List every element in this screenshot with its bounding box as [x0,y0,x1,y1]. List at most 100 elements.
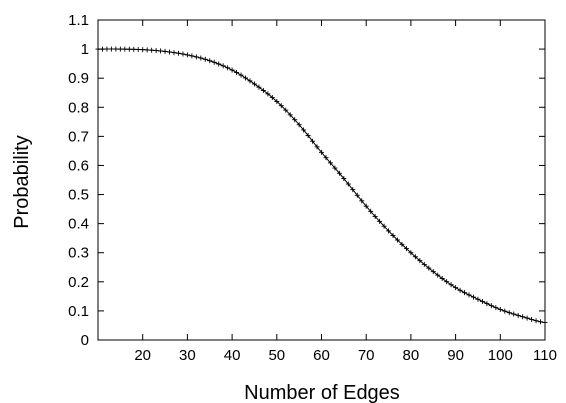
data-point [533,318,539,324]
data-point [220,63,226,69]
data-point [327,160,333,166]
x-axis-ticks: 20 30 40 50 60 70 80 90 100 110 [134,20,557,364]
data-point [390,233,396,239]
data-point [368,208,374,214]
y-tick-label: 0 [81,332,89,349]
data-point [256,84,262,90]
data-point [453,285,459,291]
x-tick-label: 20 [134,347,151,364]
data-point [457,287,463,293]
data-point [444,279,450,285]
data-point [274,98,280,104]
data-point [345,181,351,187]
data-point [184,52,190,58]
y-tick-label: 1 [81,41,89,58]
data-point [122,46,128,52]
y-axis-ticks: 0 0.1 0.2 0.3 0.4 0.5 0.6 0.7 0.8 0.9 1 1.1 [68,12,545,349]
data-point [417,258,423,264]
data-point [287,112,293,118]
data-point [493,305,499,311]
data-point [323,155,329,161]
data-point [399,241,405,247]
data-point [243,75,249,81]
data-point [113,46,119,52]
data-point [108,46,114,52]
data-point [283,107,289,113]
x-tick-label: 70 [358,347,375,364]
data-point [162,48,168,54]
data-point [332,165,338,171]
data-point [502,308,508,314]
data-point [305,133,311,139]
data-point [167,49,173,55]
data-point [153,48,159,54]
x-tick-label: 50 [268,347,285,364]
plot-border [97,19,546,341]
x-tick-label: 80 [403,347,420,364]
data-point [149,47,155,53]
data-point [359,198,365,204]
x-tick-label: 90 [447,347,464,364]
x-tick-label: 40 [224,347,241,364]
y-axis-title: Probability [11,135,33,228]
data-point [144,47,150,53]
series-points [95,46,548,326]
data-point [506,310,512,316]
data-point [202,56,208,62]
data-point [135,46,141,52]
series-curve [98,48,546,324]
data-point [542,320,548,326]
data-point [95,46,101,52]
data-point [319,149,324,155]
y-tick-label: 0.8 [68,99,89,116]
data-point [412,254,418,260]
data-point [126,46,132,52]
data-point [538,319,544,325]
data-point [497,306,503,312]
data-point [354,192,360,198]
data-point [216,61,222,67]
y-tick-label: 0.3 [68,245,89,262]
data-point [515,312,521,318]
data-point [394,237,400,243]
data-point [381,223,387,229]
data-point [229,67,235,73]
data-point [301,127,307,133]
data-point [104,46,110,52]
data-point [479,298,485,304]
data-point [529,316,535,322]
data-point [193,54,199,60]
data-point [363,203,369,209]
data-point [296,122,302,128]
data-point [211,59,217,65]
data-point [171,50,177,56]
data-point [234,69,240,75]
data-point [265,91,271,97]
plot-frame [97,19,546,341]
data-point [403,246,409,252]
data-point [336,170,342,176]
data-point [511,311,517,317]
data-point [435,272,441,278]
y-tick-label: 0.2 [68,274,89,291]
y-tick-label: 0.6 [68,157,89,174]
data-point [310,138,316,144]
data-point [314,144,320,150]
data-point [475,296,481,302]
data-point [520,314,526,320]
data-point [99,46,105,52]
data-point [386,228,392,234]
data-point [421,261,427,267]
data-point [180,51,186,57]
data-point [470,294,476,300]
data-point [238,72,244,78]
y-tick-label: 0.5 [68,187,89,204]
y-tick-label: 0.9 [68,70,89,87]
data-point [158,48,164,54]
data-point [426,265,432,271]
data-point [140,47,146,53]
data-point [207,58,213,64]
data-point [189,53,195,59]
data-point [377,218,383,224]
